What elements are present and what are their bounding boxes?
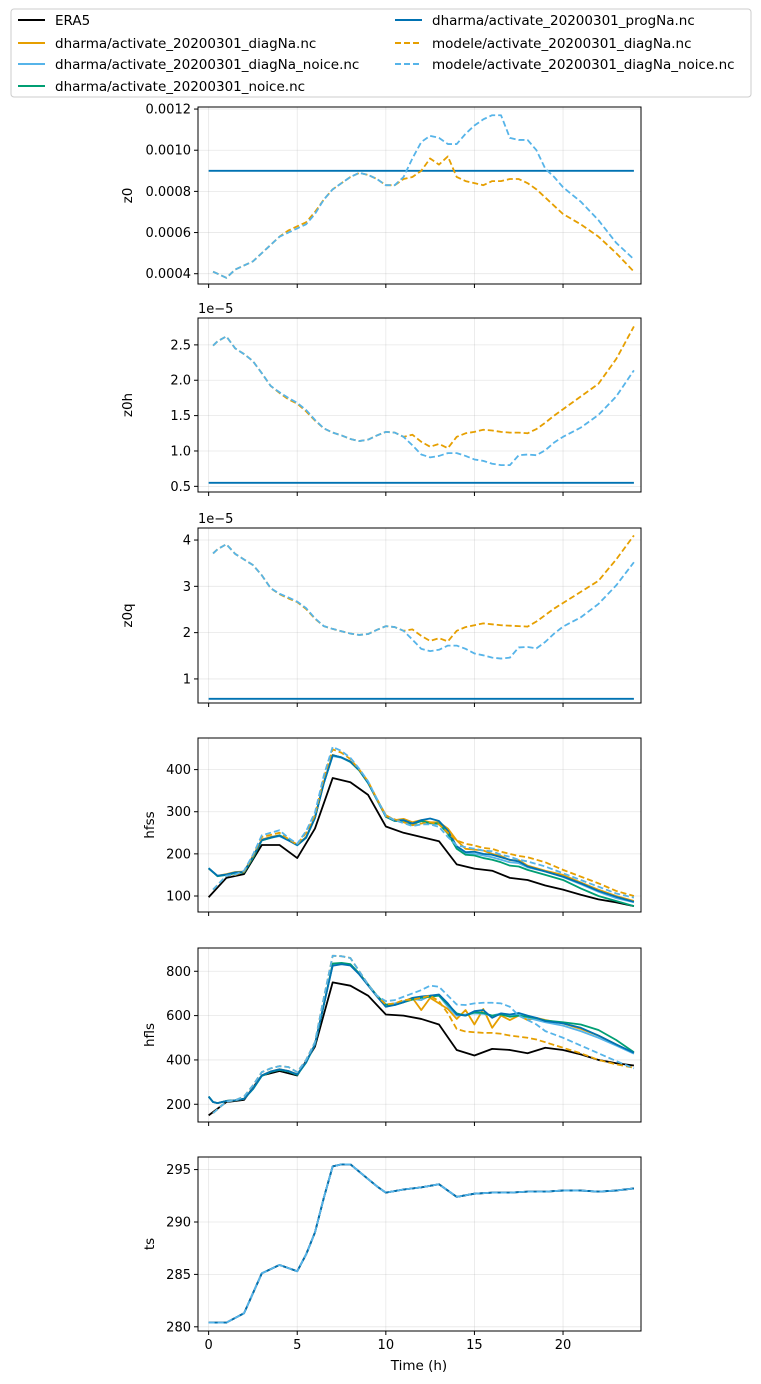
panel-hfss: 100 200 300 400 hfss [142, 737, 642, 916]
axes-frame [197, 106, 642, 285]
y-tick-label: 400 [166, 763, 191, 778]
grid [198, 948, 641, 1122]
y-axis-label: hfss [142, 811, 158, 838]
series-line-dharma-activate-20200301-progna-nc [208, 754, 635, 903]
legend-frame [10, 8, 752, 98]
legend-label: modele/activate_20200301_diagNa.nc [432, 36, 692, 52]
y-tick-label: 800 [166, 965, 191, 980]
y-tick-label: 600 [166, 1009, 191, 1024]
y-tick-label: 1 [183, 672, 191, 687]
panel-z0: 0.0004 0.0006 0.0008 0.0010 0.0012 z0 [120, 103, 642, 288]
axes-frame [197, 527, 642, 704]
y-tick-label: 0.0004 [146, 267, 192, 282]
panels: 0.0004 0.0006 0.0008 0.0010 0.0012 z0 0.5 1.0 1.… [120, 103, 642, 1353]
axes-frame [197, 737, 642, 913]
axes-frame [197, 317, 642, 493]
series-line-modele-activate-20200301-diagna-noice-nc [212, 543, 635, 660]
series-line-modele-activate-20200301-diagna-noice-nc [212, 954, 635, 1114]
legend-entry-dharma-activate-20200301-progna-nc: dharma/activate_20200301_progNa.nc [395, 13, 695, 29]
legend-entry-dharma-activate-20200301-diagna-nc: dharma/activate_20200301_diagNa.nc [18, 36, 316, 52]
y-tick-label: 0.0010 [146, 144, 192, 159]
grid [198, 1157, 641, 1331]
y-tick-label: 400 [166, 1053, 191, 1068]
y-tick-label: 295 [166, 1163, 191, 1178]
y-tick-label: 0.0006 [146, 226, 192, 241]
series-group [208, 1163, 635, 1324]
y-tick-label: 300 [166, 805, 191, 820]
series-group [208, 114, 635, 279]
legend-label: modele/activate_20200301_diagNa_noice.nc [432, 57, 735, 73]
series-line-dharma-activate-20200301-progna-nc [207, 963, 635, 1105]
axes-frame [197, 1156, 642, 1332]
grid [198, 528, 641, 703]
panel-ts: 0 5 10 15 20 280 285 290 295 ts [142, 1156, 642, 1353]
legend-entry-modele-activate-20200301-diagna-noice-nc: modele/activate_20200301_diagNa_noice.nc [395, 57, 735, 73]
series-group [207, 745, 635, 907]
legend-label: dharma/activate_20200301_noice.nc [55, 79, 305, 95]
y-tick-label: 285 [166, 1268, 191, 1283]
y-tick-label: 0.5 [170, 480, 191, 495]
y-tick-label: 2.0 [170, 374, 191, 389]
panel-z0q: 1 2 3 4 1e−5 z0q [120, 512, 642, 707]
legend-label: dharma/activate_20200301_diagNa.nc [55, 36, 316, 52]
axes-frame [197, 947, 642, 1123]
legend-entry-dharma-activate-20200301-diagna-noice-nc: dharma/activate_20200301_diagNa_noice.nc [18, 57, 359, 73]
x-axis-label: Time (h) [390, 1358, 447, 1374]
series-line-era5 [208, 981, 635, 1117]
y-tick-label: 200 [166, 847, 191, 862]
x-tick-label: 0 [204, 1338, 212, 1353]
y-axis-label: z0 [120, 188, 136, 204]
legend-entry-dharma-activate-20200301-noice-nc: dharma/activate_20200301_noice.nc [18, 79, 305, 95]
x-tick-label: 20 [555, 1338, 572, 1353]
y-tick-label: 1.5 [170, 409, 191, 424]
grid [198, 738, 641, 912]
y-tick-label: 3 [183, 580, 191, 595]
series-line-modele-activate-20200301-diagna-noice-nc [208, 1163, 635, 1324]
y-offset-text: 1e−5 [198, 512, 233, 527]
x-tick-label: 15 [466, 1338, 483, 1353]
y-tick-label: 2 [183, 626, 191, 641]
y-tick-label: 0.0008 [146, 185, 192, 200]
y-tick-label: 280 [166, 1320, 191, 1335]
y-tick-label: 2.5 [170, 338, 191, 353]
panel-hfls: 200 400 600 800 hfls [142, 947, 642, 1126]
y-tick-label: 100 [166, 889, 191, 904]
y-axis-label: ts [142, 1238, 158, 1250]
x-tick-label: 5 [293, 1338, 301, 1353]
y-offset-text: 1e−5 [198, 302, 233, 317]
series-line-era5 [207, 777, 635, 907]
y-axis-label: hfls [142, 1023, 158, 1047]
y-axis-label: z0q [120, 603, 136, 627]
series-line-modele-activate-20200301-diagna-noice-nc [212, 335, 635, 467]
series-group [208, 534, 635, 700]
y-axis-label: z0h [120, 393, 136, 417]
legend-entry-modele-activate-20200301-diagna-nc: modele/activate_20200301_diagNa.nc [395, 36, 692, 52]
legend-entry-era5: ERA5 [18, 13, 90, 29]
y-tick-label: 1.0 [170, 444, 191, 459]
x-tick-label: 10 [378, 1338, 395, 1353]
y-tick-label: 200 [166, 1098, 191, 1113]
grid [198, 318, 641, 492]
series-line-modele-activate-20200301-diagna-noice-nc [212, 745, 635, 899]
y-tick-label: 290 [166, 1215, 191, 1230]
legend-label: dharma/activate_20200301_diagNa_noice.nc [55, 57, 359, 73]
y-tick-label: 0.0012 [146, 103, 192, 118]
legend-label: dharma/activate_20200301_progNa.nc [432, 13, 695, 29]
series-group [207, 954, 635, 1117]
series-line-modele-activate-20200301-diagna-noice-nc [212, 114, 635, 279]
grid [198, 107, 641, 284]
series-group [208, 326, 635, 484]
legend-label: ERA5 [55, 13, 90, 29]
legend: ERA5dharma/activate_20200301_diagNa.ncdh… [10, 8, 752, 98]
y-tick-label: 4 [183, 534, 191, 549]
panel-z0h: 0.5 1.0 1.5 2.0 2.5 1e−5 z0h [120, 302, 642, 496]
